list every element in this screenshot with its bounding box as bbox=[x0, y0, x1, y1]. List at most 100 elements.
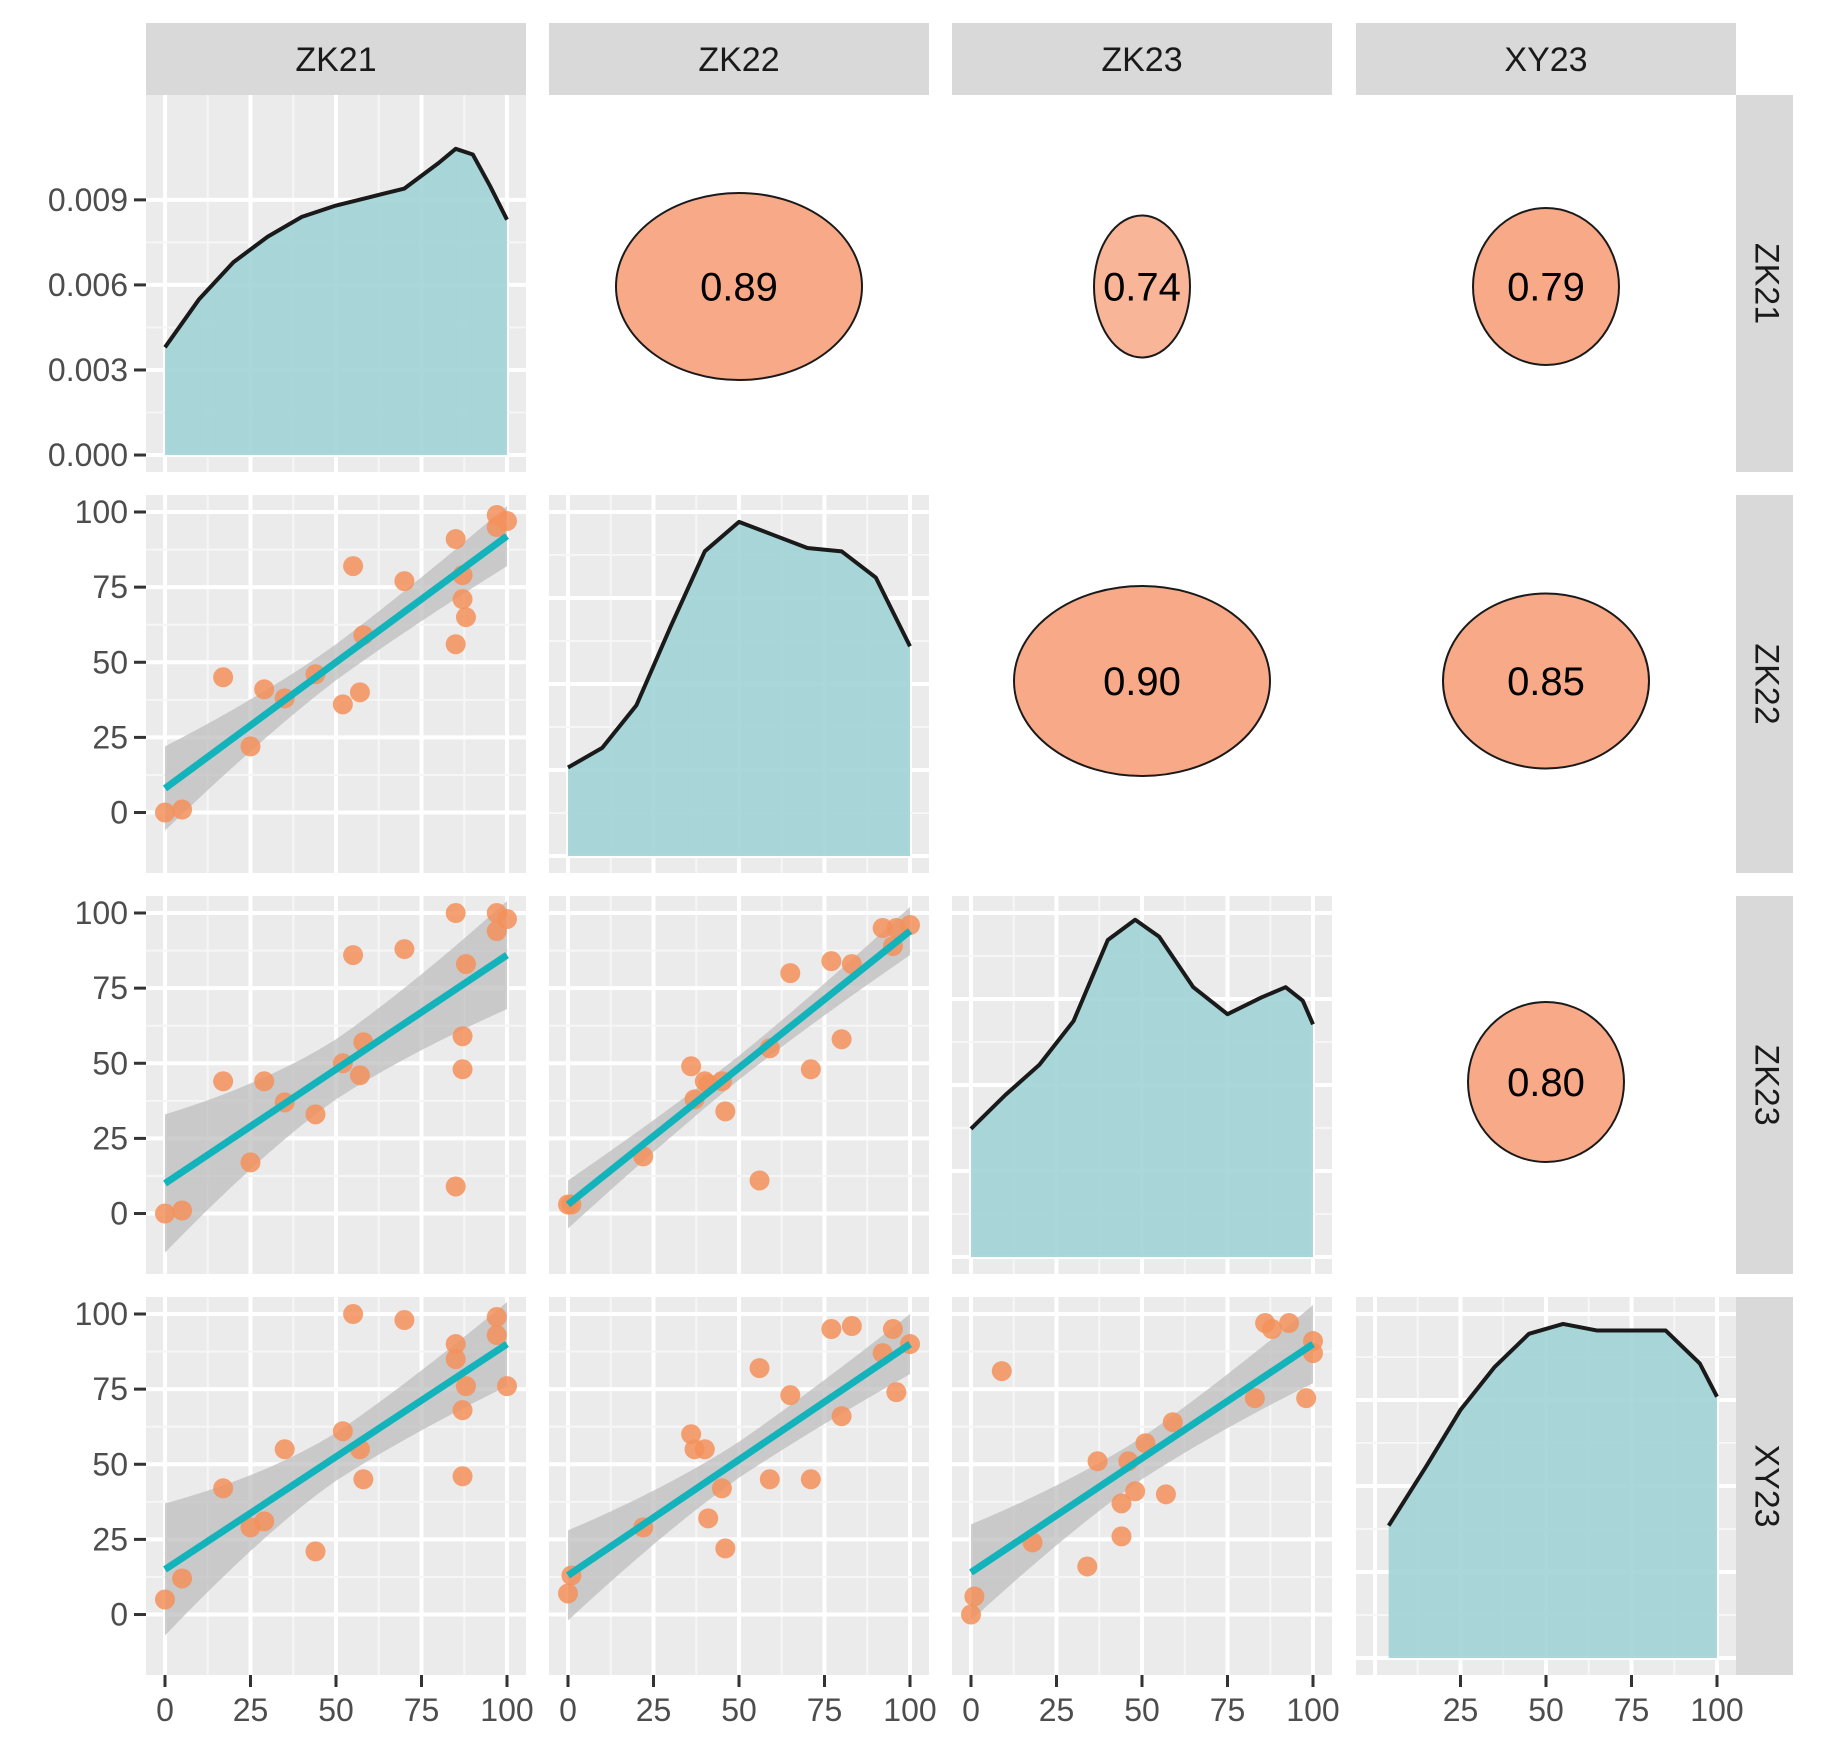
scatter-panel-zk23-vs-zk22 bbox=[549, 896, 929, 1274]
correlation-value: 0.80 bbox=[1507, 1061, 1585, 1105]
data-point bbox=[349, 1065, 370, 1086]
strip-background bbox=[1736, 95, 1793, 472]
strip-background bbox=[1736, 495, 1793, 873]
data-point bbox=[240, 1152, 261, 1173]
y-tick-label: 0 bbox=[110, 1597, 128, 1633]
data-point bbox=[343, 556, 364, 577]
regression-line bbox=[162, 533, 510, 792]
confidence-band bbox=[568, 1314, 910, 1621]
scatter-panel-xy23-vs-zk23 bbox=[952, 1297, 1332, 1675]
strip-label: ZK22 bbox=[1748, 643, 1786, 724]
data-point bbox=[452, 1059, 473, 1080]
y-axis-row-xy23: 0 25 50 75 100 bbox=[75, 1296, 146, 1633]
strip-background bbox=[952, 23, 1332, 95]
x-axis-col-zk22: 0 25 50 75 100 bbox=[559, 1675, 937, 1728]
data-point bbox=[1111, 1526, 1132, 1547]
y-tick-label: 0.000 bbox=[48, 437, 128, 473]
y-tick-label: 75 bbox=[92, 970, 128, 1006]
correlation-value: 0.90 bbox=[1103, 660, 1181, 704]
scatter-panel-xy23-vs-zk21 bbox=[146, 1297, 526, 1675]
density-area bbox=[165, 148, 507, 456]
data-point bbox=[452, 1026, 473, 1047]
data-point bbox=[1111, 1493, 1132, 1514]
y-tick-label: 25 bbox=[92, 1120, 128, 1156]
strip-background bbox=[146, 23, 526, 95]
facet-strip-top-zk23: ZK23 bbox=[952, 23, 1332, 95]
regression-line bbox=[969, 1341, 1315, 1576]
x-axis-col-xy23: 25 50 75 100 bbox=[1443, 1675, 1744, 1728]
data-point bbox=[394, 1310, 415, 1331]
data-point bbox=[445, 1334, 466, 1355]
facet-strip-top-zk22: ZK22 bbox=[549, 23, 929, 95]
y-axis-row-zk23: 0 25 50 75 100 bbox=[75, 895, 146, 1232]
data-point bbox=[455, 1376, 476, 1397]
data-point bbox=[497, 511, 517, 532]
y-axis-row-zk22: 0 25 50 75 100 bbox=[75, 494, 146, 831]
data-point bbox=[452, 1400, 473, 1421]
correlation-circle bbox=[1013, 585, 1271, 777]
data-point bbox=[394, 571, 415, 592]
x-tick-label: 75 bbox=[404, 1692, 440, 1728]
data-point bbox=[1279, 1313, 1300, 1334]
density-panel-zk21 bbox=[146, 95, 526, 472]
data-point bbox=[749, 1170, 770, 1191]
data-point bbox=[749, 1358, 770, 1379]
data-point bbox=[558, 1583, 578, 1604]
x-tick-label: 25 bbox=[636, 1692, 672, 1728]
correlation-circle bbox=[1467, 1001, 1625, 1163]
data-point bbox=[445, 1176, 466, 1197]
data-point bbox=[780, 1385, 801, 1406]
strip-label: ZK21 bbox=[295, 41, 376, 79]
data-point bbox=[445, 529, 466, 550]
data-point bbox=[780, 963, 801, 984]
data-point bbox=[254, 1511, 275, 1532]
x-tick-label: 0 bbox=[559, 1692, 577, 1728]
strip-background bbox=[1736, 1297, 1793, 1675]
data-point bbox=[486, 1307, 507, 1328]
scatter-panel-xy23-vs-zk22 bbox=[549, 1297, 929, 1675]
data-point bbox=[213, 1071, 234, 1092]
x-tick-label: 50 bbox=[318, 1692, 354, 1728]
density-panel-xy23 bbox=[1356, 1297, 1736, 1675]
x-tick-label: 0 bbox=[962, 1692, 980, 1728]
data-point bbox=[711, 1478, 732, 1499]
density-area bbox=[971, 919, 1313, 1257]
data-point bbox=[1077, 1556, 1098, 1577]
data-point bbox=[964, 1586, 985, 1607]
facet-strip-top-zk21: ZK21 bbox=[146, 23, 526, 95]
data-point bbox=[353, 1469, 374, 1490]
data-point bbox=[800, 1059, 821, 1080]
data-point bbox=[254, 1071, 275, 1092]
data-point bbox=[1125, 1481, 1146, 1502]
strip-background bbox=[549, 23, 929, 95]
data-point bbox=[343, 945, 364, 966]
facet-strip-right-zk23: ZK23 bbox=[1736, 896, 1793, 1274]
regression-line bbox=[163, 952, 509, 1187]
data-point bbox=[1155, 1484, 1176, 1505]
data-point bbox=[172, 799, 193, 820]
correlation-panel-zk23-xy23: 0.80 bbox=[1467, 1001, 1625, 1163]
x-tick-label: 100 bbox=[883, 1692, 936, 1728]
y-tick-label: 75 bbox=[92, 569, 128, 605]
data-point bbox=[497, 1376, 517, 1397]
facet-strip-top-xy23: XY23 bbox=[1356, 23, 1736, 95]
x-tick-label: 100 bbox=[1286, 1692, 1339, 1728]
data-point bbox=[445, 903, 466, 924]
strip-label: ZK23 bbox=[1101, 41, 1182, 79]
scatter-panel-zk22-vs-zk21 bbox=[146, 495, 526, 873]
confidence-band bbox=[971, 1304, 1313, 1621]
y-tick-label: 0.006 bbox=[48, 267, 128, 303]
data-point bbox=[274, 1439, 295, 1460]
data-point bbox=[821, 951, 842, 972]
x-tick-label: 75 bbox=[807, 1692, 843, 1728]
scatter-panel-zk23-vs-zk21 bbox=[146, 896, 526, 1274]
strip-background bbox=[1736, 896, 1793, 1274]
y-tick-label: 0.009 bbox=[48, 182, 128, 218]
data-point bbox=[1087, 1451, 1108, 1472]
correlation-panel-zk21-xy23: 0.79 bbox=[1472, 207, 1620, 366]
data-point bbox=[445, 634, 466, 655]
data-point bbox=[452, 1466, 473, 1487]
x-tick-label: 100 bbox=[480, 1692, 533, 1728]
data-point bbox=[872, 918, 893, 939]
